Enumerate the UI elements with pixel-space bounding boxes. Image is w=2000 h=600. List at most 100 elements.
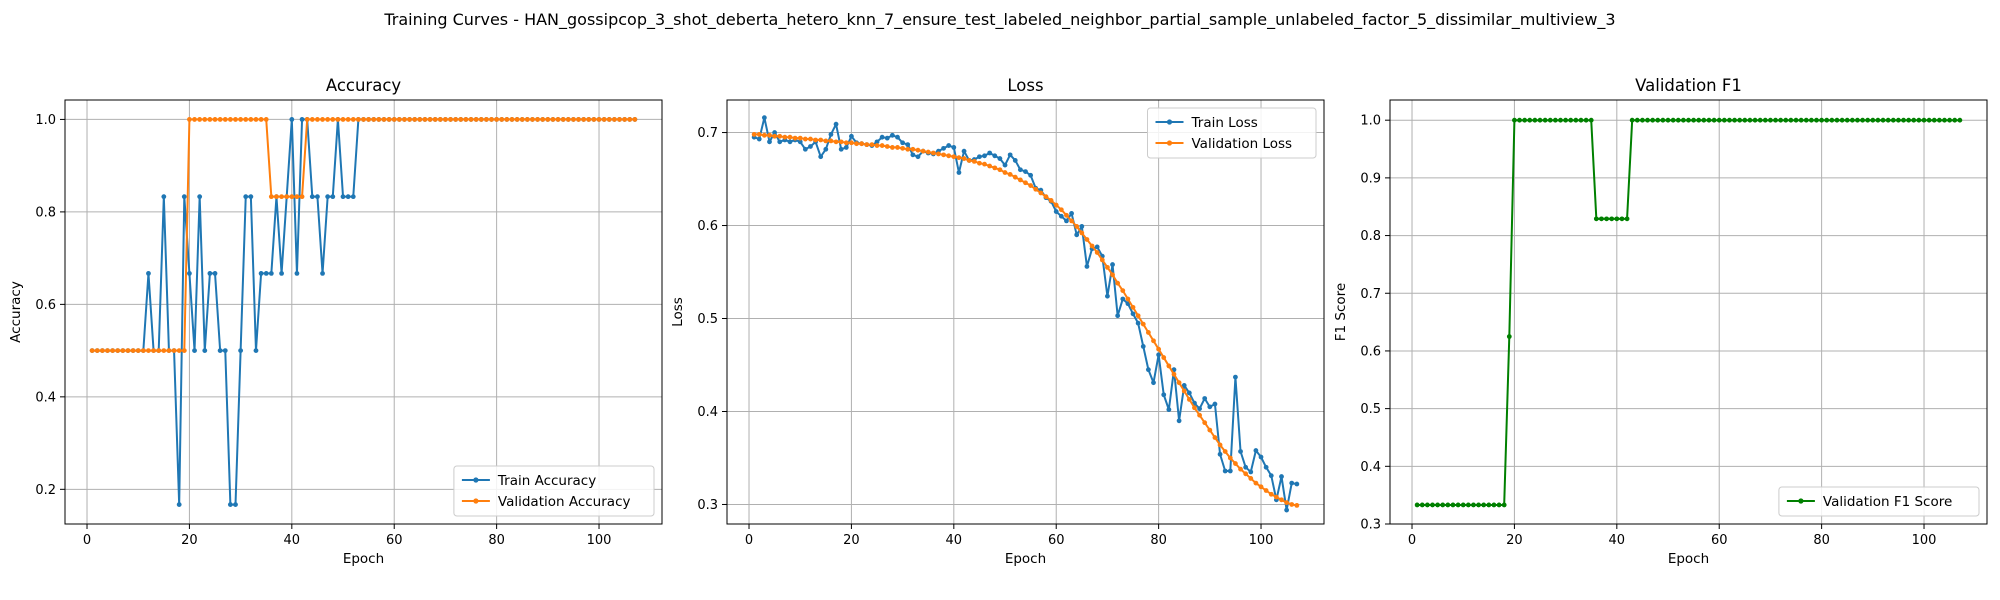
data-point [797,139,803,145]
data-point [1238,466,1243,472]
data-point [1808,117,1814,123]
data-point [1243,471,1249,477]
data-point [514,117,520,122]
data-point [350,194,356,200]
data-point [1517,117,1522,123]
data-point [1947,117,1953,123]
data-point [1552,117,1558,123]
x-axis-label: Epoch [343,551,384,567]
data-point [443,117,448,122]
legend-label: Validation F1 Score [1823,494,1952,510]
data-point [1197,412,1202,418]
data-point [320,270,325,276]
data-point [777,139,783,145]
data-point [453,117,459,122]
data-point [1650,117,1656,123]
data-point [222,117,228,122]
data-point [1942,117,1947,123]
data-point [1512,117,1517,123]
data-point [966,158,972,163]
data-point [422,117,428,122]
data-point [140,348,146,354]
data-point [197,117,203,122]
data-point [1419,502,1425,508]
data-point [1120,288,1126,294]
data-point [833,139,839,145]
data-point [1675,117,1681,123]
data-point [941,152,946,158]
data-point [1742,117,1748,123]
x-tick-label: 20 [181,533,198,548]
chart-panel-1: 0 20 40 60 80 100 0.2 0.4 0.6 0.8 1.0 Accuracy Epoch… [8,76,663,567]
data-point [1289,502,1295,507]
data-point [1855,117,1860,123]
data-point [1896,117,1901,123]
data-point [212,117,218,122]
data-point [1839,117,1845,123]
axes-frame [64,99,663,525]
data-point [1028,172,1034,178]
data-point [258,270,264,276]
data-point [1696,117,1702,123]
data-point [494,117,500,122]
data-point [115,348,121,354]
data-point [1130,304,1136,310]
data-point [146,270,151,276]
data-point [1033,186,1039,192]
y-tick-label: 0.7 [697,126,718,141]
data-point [304,117,310,122]
data-point [761,115,767,121]
data-point [289,117,295,122]
data-point [448,117,453,122]
data-point [1629,117,1635,123]
data-point [1711,117,1717,123]
data-point [1105,264,1110,270]
data-point [1289,480,1295,486]
data-point [268,270,274,276]
data-point [930,150,936,156]
data-point [756,132,762,137]
x-tick-label: 40 [946,533,963,548]
data-point [181,194,187,200]
series-1 [1414,117,1963,508]
data-point [412,117,418,122]
data-point [1243,464,1249,470]
data-point [1202,420,1208,426]
data-point [1079,224,1085,229]
data-point [1176,418,1182,424]
data-point [540,117,546,122]
data-point [171,348,177,354]
data-point [905,146,911,152]
chart-panel-3: 0 20 40 60 80 100 0.3 0.4 0.5 0.6 0.7 0.8 0.9 1.0 Vali… [1333,76,1988,567]
data-point [1227,455,1233,461]
data-point [997,167,1003,173]
y-tick-label: 0.5 [697,312,718,327]
data-point [284,194,290,200]
data-point [1079,230,1085,236]
data-point [386,117,392,122]
x-tick-label: 100 [587,533,612,548]
data-point [1110,272,1115,278]
data-point [951,145,957,150]
data-point [289,194,295,200]
data-point [1911,117,1917,123]
x-tick-label: 80 [1150,533,1167,548]
data-point [1783,117,1789,123]
data-point [571,117,576,122]
data-point [519,117,525,122]
data-point [1284,500,1290,506]
data-point [767,139,772,145]
y-tick-label: 0.3 [697,498,718,513]
data-point [1527,117,1533,123]
x-axis-label: Epoch [1005,551,1046,567]
data-point [1829,117,1835,123]
data-point [1294,503,1300,508]
data-point [1258,454,1264,460]
x-tick-label: 20 [1506,533,1523,548]
data-point [808,136,813,142]
data-point [1450,502,1456,508]
data-point [468,117,474,122]
x-tick-label: 40 [1609,533,1626,548]
data-point [1007,171,1013,177]
data-point [161,348,167,354]
